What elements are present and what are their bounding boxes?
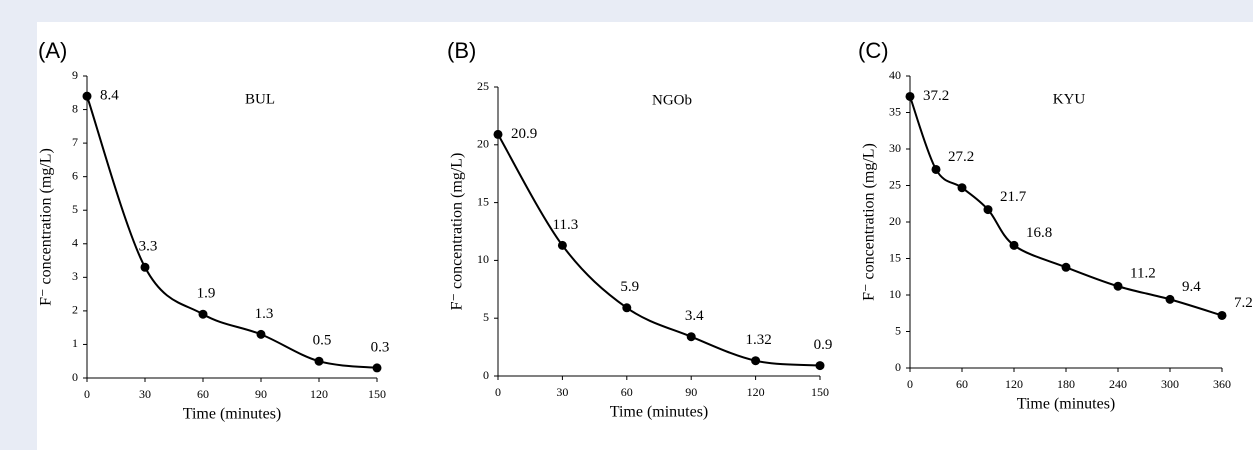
y-tick-label: 5 [483,310,489,324]
y-tick-label: 10 [477,252,489,266]
data-point [372,363,382,373]
data-point [198,309,208,319]
value-label: 21.7 [1000,189,1027,205]
data-point [1165,294,1175,304]
y-tick-label: 0 [895,360,901,374]
x-tick-label: 150 [811,385,829,399]
y-tick-label: 15 [477,194,489,208]
data-point [686,332,696,342]
x-tick-label: 0 [84,387,90,401]
site-title: BUL [245,91,275,107]
y-tick-label: 40 [889,68,901,82]
y-tick-label: 1 [72,336,78,350]
y-axis-label: F⁻ concentration (mg/L) [449,153,466,311]
panel-background [37,22,1253,450]
value-label: 8.4 [100,88,119,104]
x-tick-label: 0 [907,377,913,391]
x-tick-label: 30 [556,385,568,399]
value-label: 9.4 [1182,279,1201,295]
y-tick-label: 15 [889,250,901,264]
y-tick-label: 7 [72,135,78,149]
value-label: 1.9 [197,286,216,302]
site-title: NGOb [652,92,692,108]
data-point [256,329,266,339]
data-point [622,303,632,313]
value-label: 3.3 [139,239,158,255]
data-point [751,356,761,366]
data-point [140,262,150,272]
value-label: 0.5 [313,333,332,349]
x-tick-label: 90 [685,385,697,399]
x-tick-label: 120 [747,385,765,399]
value-label: 0.9 [814,337,833,353]
data-point [314,356,324,366]
data-point [1009,240,1019,250]
value-label: 3.4 [685,308,704,324]
value-label: 27.2 [948,149,974,165]
y-tick-label: 5 [895,323,901,337]
value-label: 16.8 [1026,225,1052,241]
x-tick-label: 30 [139,387,151,401]
x-axis-label: Time (minutes) [183,406,282,423]
x-tick-label: 180 [1057,377,1075,391]
x-tick-label: 150 [368,387,386,401]
value-label: 1.3 [255,306,274,322]
panel-label: (A) [38,38,67,63]
y-tick-label: 9 [72,68,78,82]
value-label: 5.9 [620,279,639,295]
x-tick-label: 60 [956,377,968,391]
y-tick-label: 6 [72,168,78,182]
x-tick-label: 120 [1005,377,1023,391]
y-tick-label: 20 [889,214,901,228]
y-tick-label: 30 [889,141,901,155]
y-tick-label: 5 [72,202,78,216]
data-point [1061,262,1071,272]
x-tick-label: 240 [1109,377,1127,391]
site-title: KYU [1053,91,1086,107]
data-point [815,361,825,371]
y-tick-label: 8 [72,101,78,115]
y-tick-label: 10 [889,287,901,301]
value-label: 7.2 [1234,295,1253,311]
value-label: 11.3 [553,217,579,233]
y-tick-label: 20 [477,137,489,151]
data-point [931,164,941,174]
data-point [905,91,915,101]
value-label: 0.3 [371,339,390,355]
data-point [983,205,993,215]
y-tick-label: 4 [72,236,78,250]
value-label: 37.2 [923,88,949,104]
x-tick-label: 60 [197,387,209,401]
data-point [1217,310,1227,320]
x-tick-label: 90 [255,387,267,401]
value-label: 20.9 [511,126,537,142]
data-point [82,91,92,101]
x-tick-label: 60 [621,385,633,399]
value-label: 11.2 [1130,266,1156,282]
data-point [557,240,567,250]
data-point [957,183,967,193]
y-tick-label: 25 [889,177,901,191]
panel-label: (C) [858,38,889,63]
y-tick-label: 25 [477,79,489,93]
x-axis-label: Time (minutes) [610,404,709,421]
y-tick-label: 0 [72,370,78,384]
data-point [493,129,503,139]
y-axis-label: F⁻ concentration (mg/L) [861,143,878,301]
y-tick-label: 2 [72,303,78,317]
data-point [1113,281,1123,291]
y-axis-label: F⁻ concentration (mg/L) [38,148,55,306]
x-axis-label: Time (minutes) [1017,396,1116,413]
panel-label: (B) [447,38,476,63]
x-tick-label: 0 [495,385,501,399]
value-label: 1.32 [745,332,771,348]
y-tick-label: 35 [889,104,901,118]
y-tick-label: 3 [72,269,78,283]
x-tick-label: 360 [1213,377,1231,391]
x-tick-label: 300 [1161,377,1179,391]
x-tick-label: 120 [310,387,328,401]
y-tick-label: 0 [483,368,489,382]
